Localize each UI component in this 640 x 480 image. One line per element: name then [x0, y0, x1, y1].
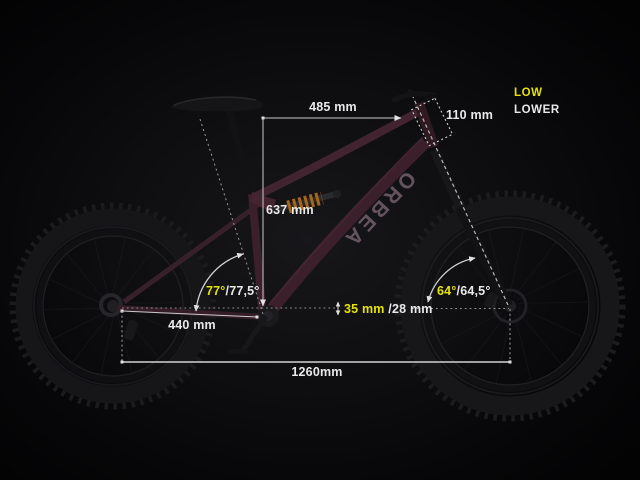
seat-tube-axis-line [198, 115, 264, 315]
axle-line [122, 307, 509, 309]
chain-stay [117, 305, 265, 320]
top-tube [252, 107, 422, 201]
stack-label: 637 mm [266, 203, 314, 217]
head-angle-arc [426, 256, 476, 303]
head-angle-label: 64°/64,5° [437, 285, 491, 298]
axle-drop-lines [121, 309, 511, 361]
bb-drop-label: 35 mm /28 mm [344, 303, 433, 316]
brake-lever [407, 88, 419, 97]
seat-angle-value-low: 77° [206, 284, 226, 298]
crank-arm [239, 314, 269, 354]
rear-derailleur [123, 319, 139, 341]
head-tube [414, 101, 439, 149]
brake-caliper [483, 292, 497, 309]
stem [424, 94, 438, 104]
fork [429, 148, 513, 309]
bb-drop-value-lower: /28 mm [388, 302, 433, 316]
coil-spring [286, 191, 324, 214]
chainstay-label: 440 mm [168, 318, 216, 332]
bb-drop-value-low: 35 mm [344, 302, 385, 316]
head-angle-value-low: 64° [437, 284, 457, 298]
seat-angle-value-lower: /77,5° [225, 284, 260, 298]
geometry-mode-low: LOW [514, 87, 543, 99]
wheelbase-label: 1260mm [291, 365, 343, 379]
wheelbase-line [120, 360, 512, 364]
steering-axis-line [412, 96, 509, 306]
seatpost [225, 107, 255, 201]
seat-tube [248, 193, 267, 319]
measurement-lines [120, 96, 512, 364]
shock [271, 190, 341, 215]
drivetrain [228, 305, 279, 354]
pedal [228, 349, 248, 354]
brake-rotor [492, 288, 528, 324]
seat-angle-label: 77°/77,5° [206, 285, 260, 298]
seat-stay [122, 199, 264, 305]
geometry-mode-lower: LOWER [514, 104, 560, 116]
reach-label: 485 mm [309, 100, 357, 114]
geometry-mode-label: LOW LOWER [514, 85, 560, 119]
down-tube [265, 137, 431, 316]
handlebar [390, 88, 438, 104]
head-angle-value-lower: /64,5° [456, 284, 491, 298]
reach-line [261, 115, 402, 121]
seat-angle-arc [193, 252, 244, 312]
brand-logo: ORBEA [338, 167, 420, 253]
head-tube-outline [410, 97, 454, 147]
head-tube-label: 110 mm [446, 108, 494, 122]
